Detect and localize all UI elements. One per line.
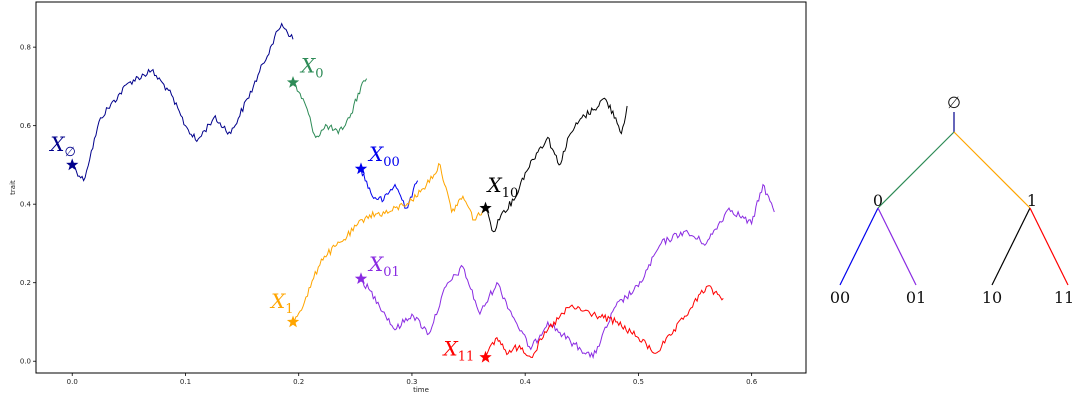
tree-edge-10 xyxy=(991,207,1031,286)
y-tick-label: 0.4 xyxy=(20,201,32,209)
node-annotation: X00 xyxy=(367,142,400,170)
series-line-3 xyxy=(360,183,775,360)
x-tick-label: 0.3 xyxy=(406,378,417,386)
y-tick-label: 0.2 xyxy=(20,279,31,287)
series-line-1 xyxy=(292,78,368,139)
tree-edge-01 xyxy=(877,207,917,286)
tree-node-root: ∅ xyxy=(947,93,961,112)
trait-time-plot: 0.0 0.1 0.2 0.3 0.4 0.5 0.6 0.0 0.2 0.4 0.6 0.8 time… xyxy=(9,1,807,394)
node-annotation: X01 xyxy=(367,252,400,280)
tree-node-1: 1 xyxy=(1027,191,1037,210)
start-star-marker xyxy=(286,76,300,88)
node-annotation: X∅ xyxy=(48,132,76,160)
tree-node-01: 01 xyxy=(906,288,926,307)
node-annotation: X11 xyxy=(442,336,475,364)
plot-frame xyxy=(35,1,807,374)
start-star-marker xyxy=(286,315,300,328)
series-line-5 xyxy=(485,97,628,233)
series-line-6 xyxy=(485,285,724,359)
y-axis-label: trait xyxy=(9,180,17,195)
start-star-marker xyxy=(479,350,492,363)
tree-node-11: 11 xyxy=(1054,288,1074,307)
start-star-marker xyxy=(479,201,492,214)
series-line-2 xyxy=(360,168,419,209)
series-line-4 xyxy=(292,162,486,323)
x-tick-label: 0.4 xyxy=(520,378,532,386)
x-axis-label: time xyxy=(413,386,429,394)
node-annotation: X1 xyxy=(269,289,294,317)
y-tick-label: 0.8 xyxy=(20,44,31,52)
tree-edge-0 xyxy=(877,131,955,209)
x-tick-label: 0.0 xyxy=(67,378,78,386)
node-annotation: X0 xyxy=(299,53,324,81)
x-tick-label: 0.5 xyxy=(633,378,644,386)
tree-edge-00 xyxy=(839,207,879,286)
tree-edge-1 xyxy=(953,131,1031,209)
x-tick-label: 0.2 xyxy=(293,378,304,386)
x-tick-label: 0.6 xyxy=(746,378,758,386)
tree-node-10: 10 xyxy=(982,288,1002,307)
binary-tree-diagram: ∅0 100 01 10 11 xyxy=(830,93,1074,307)
tree-node-0: 0 xyxy=(873,191,883,210)
start-star-marker xyxy=(354,272,368,284)
tree-edge-11 xyxy=(1029,207,1069,286)
y-tick-label: 0.6 xyxy=(20,122,32,130)
start-star-marker xyxy=(354,162,368,175)
start-star-marker xyxy=(66,158,79,171)
x-tick-label: 0.1 xyxy=(180,378,191,386)
series-line-0 xyxy=(71,22,294,182)
tree-node-00: 00 xyxy=(830,288,850,307)
y-tick-label: 0.0 xyxy=(20,358,31,366)
node-annotation: X10 xyxy=(486,173,519,201)
